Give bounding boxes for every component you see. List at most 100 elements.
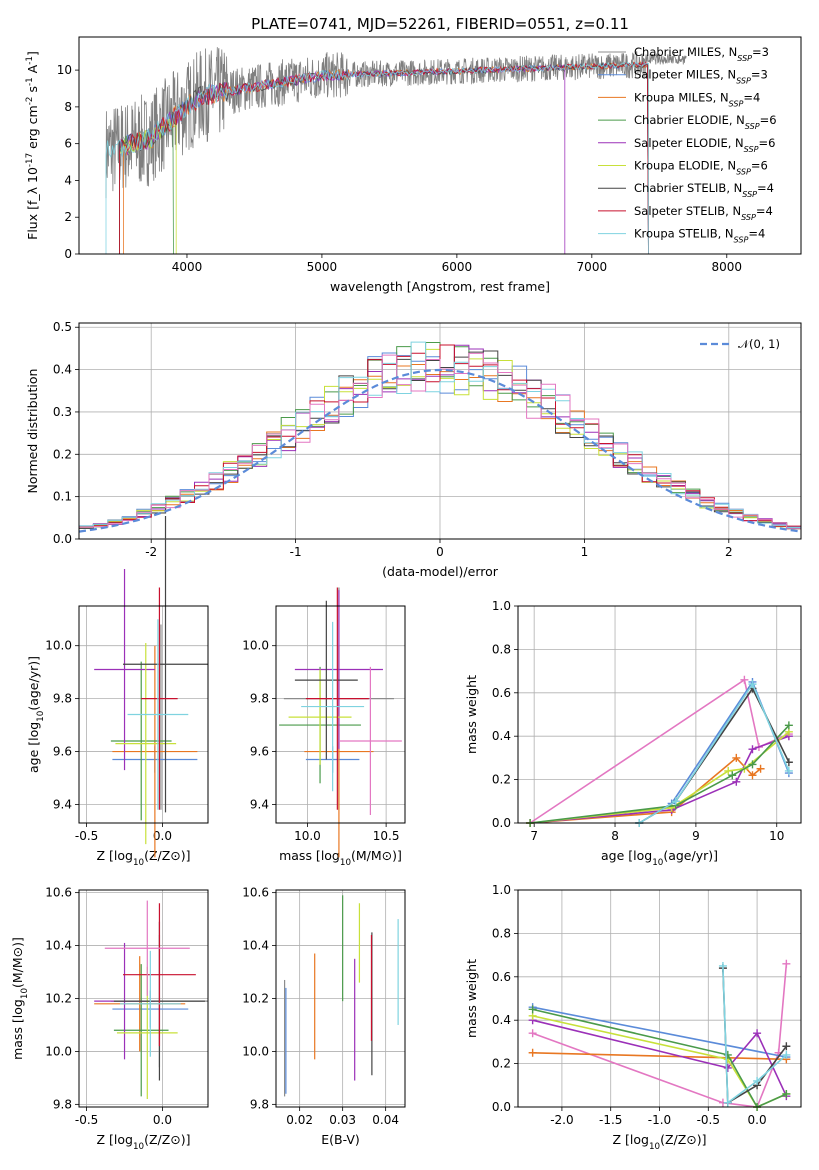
y-tick-label: 0.4 [492,1013,511,1027]
x-tick-label: 8000 [712,260,743,274]
weight-vs-metallicity-panel: -2.0 -1.5 -1.0 -0.5 0.0 0.0 0.2 0.4 0.6 0.8 1.0 Z [… [464,883,802,1152]
x-axis-label: Z [log10(Z/Z⊙)] [612,1132,706,1152]
weight-marker [748,771,757,780]
y-axis-label: Normed distribution [25,369,40,494]
weight-marker [528,1048,537,1057]
x-tick-label: 0.0 [153,1113,172,1127]
y-tick-label: 0.0 [53,532,72,546]
weight-series-line [532,1052,787,1061]
weight-marker [732,777,741,786]
weight-marker [724,766,733,775]
x-tick-label: 10.0 [294,829,321,843]
x-tick-label: -0.5 [75,1113,98,1127]
age-vs-metallicity-panel: -0.5 0.0 9.4 9.6 9.8 10.0 Z [log10(Z/Z⊙)] age [… [26,516,209,868]
y-axis-label: mass [log10(M/M⊙)] [10,937,30,1060]
mass-vs-ebv-panel: 0.02 0.03 0.04 9.8 10.0 10.2 10.4 10.6 E(B-V) [242,886,406,1147]
plot-area [276,606,405,823]
x-tick-label: 2 [725,545,733,559]
legend-label: Kroupa MILES, NSSP=4 [634,90,760,108]
x-axis-label: (data-model)/error [382,564,499,579]
axes-frame [78,889,209,1108]
x-axis-label: wavelength [Angstrom, rest frame] [330,279,550,294]
weight-vs-age-panel: 7 8 9 10 0.0 0.2 0.4 0.6 0.8 1.0 age [log10(age/yr… [464,599,802,868]
axes-frame [517,605,802,824]
weight-marker [784,766,793,775]
weight-marker [748,745,757,754]
y-tick-label: 9.6 [53,745,72,759]
weight-marker [728,771,737,780]
x-tick-label: 0.0 [748,1113,767,1127]
x-tick-label: -1.0 [648,1113,671,1127]
x-axis-label: age [log10(age/yr)] [601,848,718,868]
y-tick-label: 10.0 [242,1044,269,1058]
figure-title: PLATE=0741, MJD=52261, FIBERID=0551, z=0… [251,15,629,33]
y-tick-label: 10.0 [45,1044,72,1058]
weight-marker [753,1029,762,1038]
mass-vs-metallicity-panel: -0.5 0.0 9.8 10.0 10.2 10.4 10.6 Z [log10(Z/Z⊙)… [10,886,209,1152]
x-tick-label: -2.0 [550,1113,573,1127]
weight-marker [528,1029,537,1038]
weight-marker [782,1050,791,1059]
residual-histogram-panel: -2 -1 0 1 2 0.0 0.1 0.2 0.3 0.4 0.5 (data-model)/er… [25,320,802,579]
legend-label: Salpeter STELIB, NSSP=4 [634,204,773,222]
legend-label: Chabrier MILES, NSSP=3 [634,45,769,63]
legend-label: Kroupa STELIB, NSSP=4 [634,227,765,245]
y-axis-label: age [log10(age/yr)] [26,656,46,773]
y-tick-label: 0 [64,247,72,261]
y-tick-label: 9.4 [250,797,269,811]
x-tick-label: 5000 [307,260,338,274]
y-tick-label: 0.4 [53,363,72,377]
y-tick-label: 0.2 [492,773,511,787]
histogram-series [79,352,801,530]
plot-area [518,606,801,823]
x-tick-label: 8 [611,829,619,843]
y-tick-label: 0.8 [492,926,511,940]
axes-frame [275,889,406,1108]
weight-marker [748,680,757,689]
axes-frame [517,889,802,1108]
weight-series-line [638,682,790,824]
x-tick-label: 4000 [172,260,203,274]
x-tick-label: -0.5 [75,829,98,843]
legend-label: 𝒩(0, 1) [738,337,780,351]
weight-marker [753,1076,762,1085]
y-axis-label: Flux [f_λ 10-17 erg cm-2 s-1 A-1] [25,51,40,240]
weight-marker [671,797,680,806]
weight-marker [782,1042,791,1051]
x-tick-label: 9 [692,829,700,843]
y-tick-label: 9.6 [250,745,269,759]
y-tick-label: 0.2 [492,1057,511,1071]
weight-marker [782,1089,791,1098]
x-axis-label: E(B-V) [321,1132,360,1147]
axes-frame [78,36,802,255]
x-tick-label: 10.5 [373,829,400,843]
x-tick-label: 6000 [442,260,473,274]
weight-marker [740,675,749,684]
weight-marker [784,758,793,767]
x-tick-label: 0.03 [329,1113,356,1127]
y-tick-label: 0.0 [492,816,511,830]
y-tick-label: 0.5 [53,320,72,334]
y-tick-label: 0.4 [492,729,511,743]
y-tick-label: 2 [64,210,72,224]
weight-marker [784,721,793,730]
x-axis-label: Z [log10(Z/Z⊙)] [96,848,190,868]
y-tick-label: 8 [64,100,72,114]
y-tick-label: 10.2 [242,992,269,1006]
y-tick-label: 0.6 [492,686,511,700]
weight-series-line [532,1008,787,1109]
spectrum-panel: 4000 5000 6000 7000 8000 0 2 4 6 8 10 wavelength [A… [25,36,802,294]
axes-frame [78,605,209,824]
x-tick-label: 1 [581,545,589,559]
x-tick-label: 7 [530,829,538,843]
y-tick-label: 9.8 [53,692,72,706]
y-tick-label: 9.8 [250,1097,269,1111]
y-tick-label: 0.3 [53,405,72,419]
y-tick-label: 1.0 [492,883,511,897]
x-tick-label: -1.5 [599,1113,622,1127]
x-axis-label: mass [log10(M/M⊙)] [279,848,402,868]
y-tick-label: 10.4 [45,939,72,953]
y-tick-label: 10.0 [242,639,269,653]
y-tick-label: 9.8 [53,1097,72,1111]
